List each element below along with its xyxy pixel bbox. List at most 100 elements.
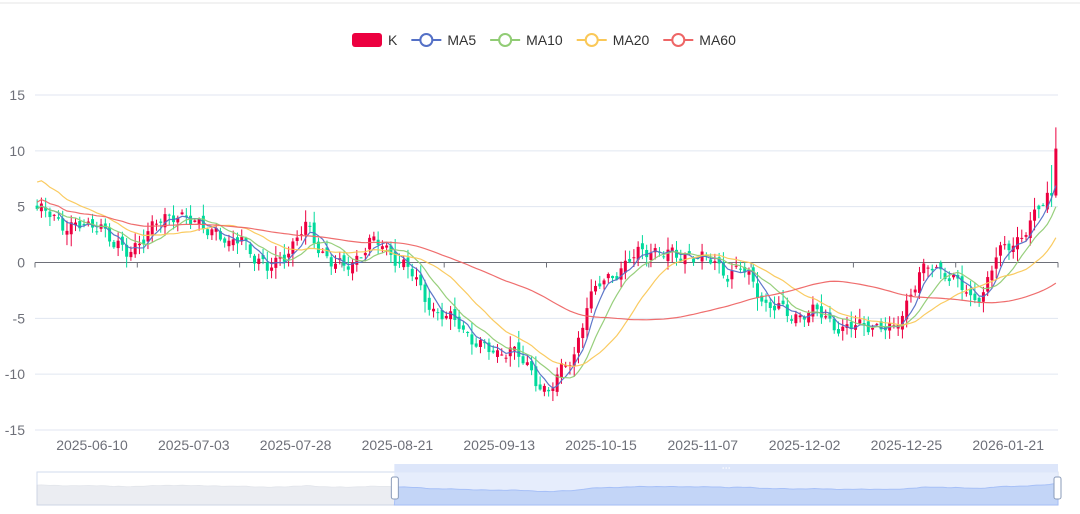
y-tick-label: -15 [5, 422, 25, 438]
y-tick-label: 5 [17, 199, 25, 215]
y-tick-label: -10 [5, 366, 25, 382]
candle-body [841, 326, 845, 331]
candle [52, 213, 56, 221]
legend-item-ma10[interactable]: MA10 [490, 32, 563, 48]
slider-grip-icon[interactable] [722, 467, 730, 469]
candle [278, 252, 282, 266]
candle [777, 296, 781, 311]
candle-body [436, 312, 440, 314]
candle [137, 235, 141, 255]
candle-body [44, 207, 48, 211]
candle [598, 275, 602, 289]
candle [879, 318, 883, 333]
candle-body [1016, 237, 1019, 250]
candle [1037, 204, 1041, 219]
candle-body [836, 329, 840, 334]
y-tick-label: 15 [9, 87, 25, 103]
candle-body [180, 212, 184, 215]
candle [1024, 232, 1028, 242]
candle [683, 252, 687, 274]
moving-average-lines [36, 180, 1057, 389]
candle-body [474, 343, 478, 347]
candle-body [444, 315, 448, 319]
candle [287, 246, 291, 267]
candle [998, 241, 1002, 267]
candle-body [777, 303, 781, 309]
candle [632, 249, 636, 268]
legend-item-ma5[interactable]: MA5 [411, 32, 476, 48]
candle-body [768, 302, 772, 308]
candle-body [342, 255, 346, 266]
candle [542, 383, 546, 397]
candle-body [653, 248, 657, 253]
candle-body [137, 243, 141, 246]
candle-body [935, 266, 939, 268]
candle-body [594, 285, 598, 292]
candle [133, 233, 137, 258]
candle [849, 311, 853, 338]
candle-body [1041, 204, 1045, 206]
candle [525, 355, 529, 367]
x-tick-label: 2025-11-07 [668, 437, 739, 453]
candle-body [282, 254, 286, 262]
candle [154, 219, 158, 231]
candle-body [615, 276, 619, 280]
candle-body [960, 276, 964, 291]
candle-body [453, 309, 457, 320]
candle [299, 226, 303, 241]
legend-item-ma60[interactable]: MA60 [663, 32, 736, 48]
candle-body [564, 365, 568, 367]
candle-body [206, 229, 210, 236]
candle [1028, 212, 1032, 246]
candle [214, 224, 218, 241]
legend-item-ma20[interactable]: MA20 [576, 32, 650, 48]
candle [231, 230, 235, 251]
candle [1003, 235, 1007, 250]
candle [227, 234, 231, 252]
candle-body [1003, 244, 1007, 246]
candle-body [939, 262, 943, 270]
candle [1041, 203, 1045, 207]
candle-body [35, 205, 39, 209]
candle [717, 252, 721, 274]
slider-left-handle[interactable] [390, 476, 399, 500]
candle-body [785, 304, 789, 317]
x-tick-label: 2026-01-21 [972, 437, 1044, 453]
candle-body [773, 305, 777, 311]
candle [751, 264, 755, 288]
candle [585, 297, 589, 339]
candle [449, 305, 453, 330]
candle-body [329, 257, 333, 267]
candle-body [112, 241, 116, 248]
candle-body [253, 255, 257, 264]
candle-body [542, 385, 546, 392]
candle-body [619, 268, 623, 280]
candle-body [598, 283, 602, 287]
candle [248, 241, 252, 258]
candle [649, 243, 653, 268]
candle [483, 339, 487, 349]
candle-body [913, 289, 917, 293]
legend-item-k[interactable]: K [352, 32, 398, 48]
candle [346, 256, 350, 277]
candle-body [440, 310, 444, 320]
candle [939, 260, 943, 279]
candle-body [679, 258, 683, 261]
candle-body [308, 225, 312, 227]
candle [419, 265, 423, 291]
candle-body [231, 239, 235, 246]
candle [994, 247, 998, 279]
candle [628, 250, 632, 264]
candle-body [495, 350, 499, 357]
candle-body [611, 275, 615, 279]
candle [257, 253, 261, 271]
x-tick-label: 2025-07-03 [158, 437, 230, 453]
candle-body [82, 223, 86, 225]
ma10-line [36, 205, 1057, 379]
candle [39, 197, 43, 218]
candle-body [372, 236, 376, 241]
candle [713, 253, 717, 271]
slider-right-handle[interactable] [1053, 476, 1062, 500]
candle-body [721, 261, 725, 276]
candle-body [95, 231, 99, 233]
